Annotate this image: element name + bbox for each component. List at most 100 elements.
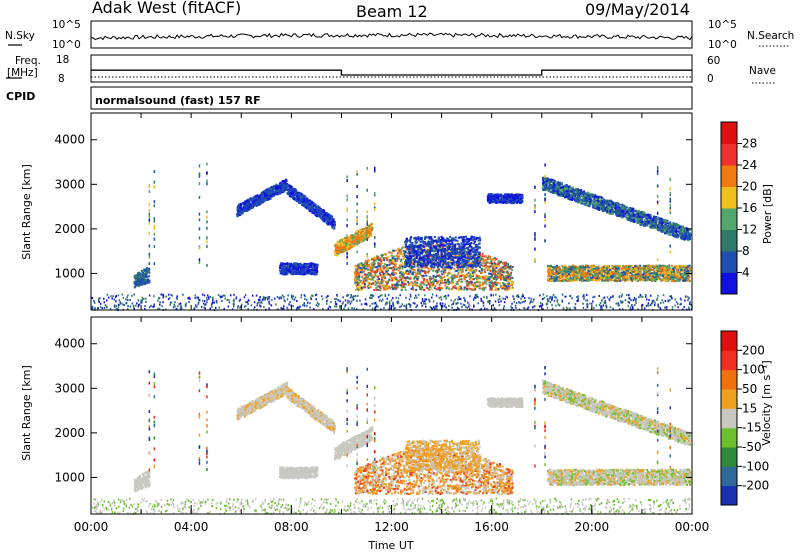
scatter-cell — [570, 268, 573, 271]
scatter-cell — [376, 265, 379, 268]
scatter-cell — [507, 285, 510, 288]
scatter-cell — [249, 206, 252, 209]
scatter-cell — [416, 277, 419, 280]
scatter-cell — [359, 267, 362, 270]
scatter-cell — [347, 246, 350, 249]
scatter-cell — [460, 280, 463, 283]
scatter-cell — [571, 266, 574, 269]
scatter-cell — [628, 274, 631, 277]
scatter-cell — [666, 277, 669, 280]
scatter-cell — [356, 277, 359, 280]
scatter-cell — [288, 262, 291, 265]
scatter-cell — [516, 194, 518, 197]
scatter-cell — [376, 270, 378, 273]
scatter-cell — [333, 227, 336, 230]
scatter-cell — [511, 193, 513, 196]
scatter-cell — [418, 267, 421, 270]
scatter-cell — [400, 264, 403, 267]
scatter-cell — [247, 199, 250, 202]
scatter-cell — [144, 272, 147, 275]
scatter-cell — [477, 281, 480, 284]
scatter-cell — [307, 262, 310, 265]
scatter-cell — [286, 183, 289, 186]
scatter-cell — [370, 265, 373, 268]
scatter-cell — [626, 279, 629, 282]
scatter-cell — [499, 286, 502, 289]
scatter-cell — [280, 190, 283, 192]
scatter-cell — [243, 201, 246, 204]
scatter-cell — [482, 258, 485, 261]
scatter-cell — [283, 188, 286, 191]
scatter-cell — [369, 272, 372, 275]
freq-label-line1: Freq. — [15, 55, 41, 67]
scatter-cell — [594, 276, 596, 279]
scatter-cell — [499, 198, 502, 201]
scatter-cell — [434, 285, 437, 288]
scatter-cell — [324, 213, 327, 216]
scatter-cell — [297, 271, 300, 274]
scatter-cell — [307, 206, 310, 209]
scatter-cell — [379, 258, 382, 261]
scatter-cell — [382, 273, 385, 276]
scatter-cell — [466, 261, 469, 264]
scatter-cell — [338, 240, 341, 243]
scatter-cell — [389, 274, 392, 276]
scatter-cell — [468, 287, 471, 290]
scatter-cell — [575, 272, 578, 275]
scatter-cell — [478, 275, 481, 278]
scatter-cell — [424, 245, 427, 248]
scatter-cell — [359, 269, 362, 271]
scatter-cell — [434, 276, 437, 278]
scatter-cell — [325, 217, 328, 220]
scatter-cell — [309, 201, 311, 204]
scatter-cell — [283, 180, 286, 183]
scatter-cell — [362, 231, 365, 234]
scatter-cell — [312, 270, 315, 273]
scatter-cell — [661, 264, 664, 267]
scatter-cell — [688, 276, 691, 279]
scatter-cell — [558, 273, 561, 276]
scatter-cell — [387, 281, 389, 284]
scatter-cell — [137, 279, 140, 282]
scatter-cell — [445, 279, 448, 282]
scatter-cell — [471, 271, 474, 274]
scatter-cell — [281, 268, 284, 271]
scatter-cell — [492, 264, 495, 267]
scatter-cell — [395, 255, 398, 257]
scatter-cell — [501, 281, 504, 284]
scatter-cell — [248, 208, 251, 211]
scatter-cell — [301, 264, 304, 267]
scatter-cell — [395, 249, 398, 252]
scatter-cell — [511, 282, 513, 285]
scatter-cell — [373, 288, 376, 291]
scatter-cell — [144, 268, 147, 271]
scatter-cell — [570, 266, 572, 269]
scatter-cell — [288, 185, 291, 188]
scatter-cell — [483, 276, 486, 279]
beam-title: Beam 12 — [356, 2, 428, 21]
scatter-cell — [301, 199, 304, 202]
scatter-cell — [370, 268, 373, 271]
scatter-cell — [496, 276, 499, 279]
scatter-cell — [549, 269, 552, 272]
scatter-cell — [296, 265, 299, 268]
scatter-cell — [411, 273, 414, 276]
scatter-cell — [456, 267, 459, 270]
scatter-cell — [381, 270, 383, 273]
scatter-cell — [580, 279, 583, 281]
scatter-cell — [463, 288, 466, 291]
scatter-cell — [491, 258, 494, 261]
scatter-cell — [313, 264, 316, 266]
scatter-cell — [339, 245, 342, 248]
scatter-cell — [262, 200, 264, 203]
scatter-cell — [514, 194, 517, 197]
scatter-cell — [252, 201, 254, 204]
scatter-cell — [423, 277, 426, 280]
scatter-cell — [636, 267, 639, 270]
scatter-cell — [586, 269, 589, 272]
scatter-cell — [437, 269, 440, 272]
scatter-cell — [406, 252, 409, 254]
scatter-cell — [487, 266, 490, 268]
scatter-cell — [481, 252, 484, 255]
